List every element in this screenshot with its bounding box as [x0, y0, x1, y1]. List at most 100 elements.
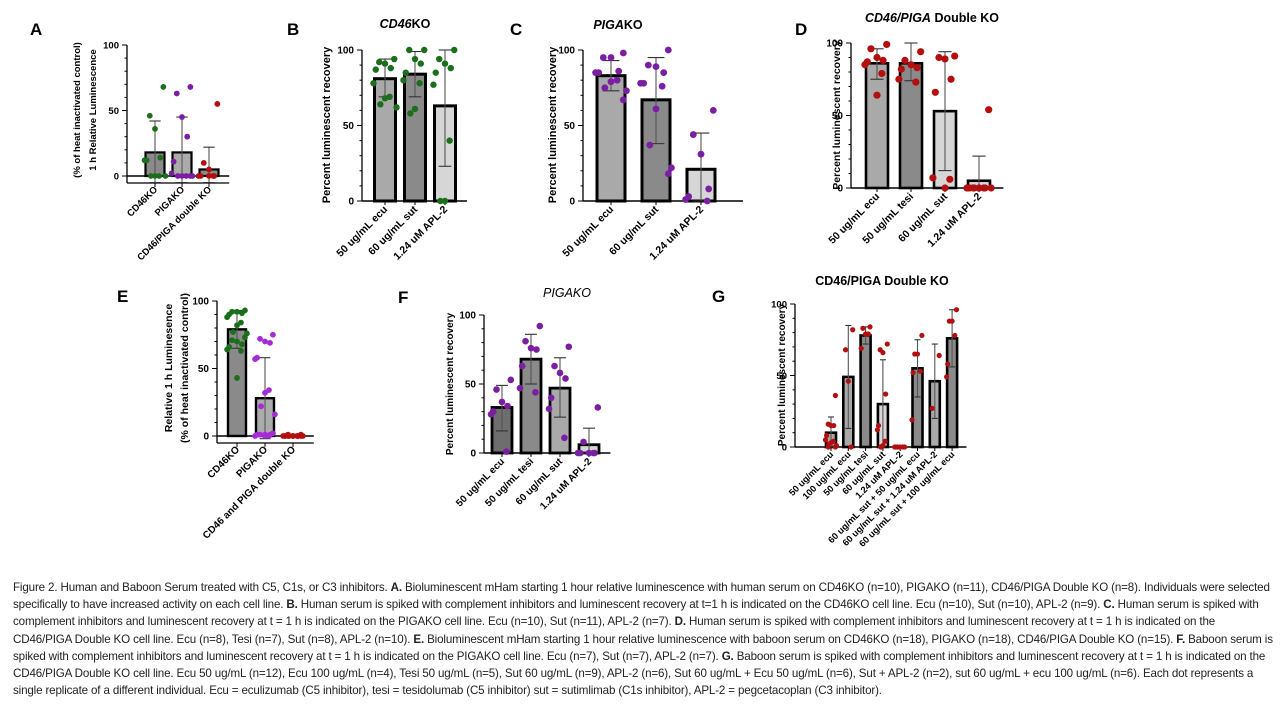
data-point: [947, 75, 955, 83]
data-point: [421, 46, 428, 54]
caption-text-g: Baboon serum is spiked with complement i…: [13, 649, 1266, 698]
data-point: [229, 337, 235, 344]
caption-label-e: E.: [413, 632, 425, 646]
data-point: [206, 166, 212, 173]
data-point: [561, 434, 568, 442]
data-point: [613, 76, 621, 84]
caption-label-c: C.: [1103, 598, 1115, 612]
data-point: [860, 325, 866, 331]
title-gene: CD46: [380, 17, 413, 31]
data-point: [238, 348, 244, 354]
data-point: [522, 337, 529, 345]
data-point: [441, 197, 449, 205]
data-point: [170, 158, 177, 165]
bar: [859, 334, 872, 449]
caption-label-f: F.: [1176, 632, 1186, 646]
caption-label-d: D.: [674, 615, 686, 629]
y-axis-label: (% of heat inactivated control): [179, 293, 191, 443]
data-point: [411, 55, 419, 63]
y-tick-label: 100: [192, 297, 209, 308]
data-point: [565, 343, 573, 351]
data-point: [156, 173, 163, 179]
data-point: [874, 427, 881, 433]
data-point: [234, 308, 240, 315]
data-point: [917, 368, 923, 374]
data-point: [929, 405, 935, 411]
data-point: [623, 87, 630, 95]
data-point: [230, 329, 236, 335]
data-point: [532, 388, 539, 396]
data-point: [929, 174, 937, 182]
data-point: [865, 331, 871, 337]
y-tick-label: 0: [837, 184, 843, 195]
y-axis-label: Percent luminescent recovery: [445, 312, 456, 455]
data-point: [884, 341, 890, 347]
x-tick-label: 1.24 uM APL-2: [391, 204, 450, 263]
y-tick-label: 0: [782, 443, 787, 454]
data-point: [183, 173, 190, 179]
bar-group: CD46 and PIGA double KO: [201, 431, 306, 541]
data-point: [179, 114, 185, 120]
data-point: [252, 433, 258, 439]
caption-lead: Figure 2. Human and Baboon Serum treated…: [13, 581, 391, 594]
data-point: [867, 45, 875, 53]
y-tick-label: 100: [103, 41, 119, 52]
data-point: [417, 60, 424, 67]
data-point: [652, 63, 660, 71]
data-point: [272, 411, 278, 418]
panel-title: PIGAKO: [593, 18, 643, 32]
panel-c: C PIGAKO Percent luminescent recovery 0 50 10…: [510, 18, 743, 263]
data-point: [985, 106, 993, 114]
data-point: [825, 444, 831, 450]
data-point: [848, 444, 854, 450]
data-point: [919, 332, 925, 339]
data-point: [406, 46, 413, 54]
data-point: [619, 96, 627, 104]
data-point: [664, 170, 672, 178]
data-point: [391, 55, 398, 63]
data-point: [377, 101, 384, 108]
data-point: [242, 334, 248, 341]
data-point: [832, 392, 839, 399]
data-point: [210, 173, 217, 179]
caption-text-e: Bioluminescent mHam starting 1 hour rela…: [424, 632, 1177, 646]
data-point: [590, 449, 597, 457]
y-axis-label: (% of heat inactivated control): [72, 42, 83, 178]
panel-title: CD46/PIGA Double KO: [815, 274, 949, 288]
data-point: [376, 58, 383, 66]
y-tick-label: 50: [465, 380, 477, 391]
data-point: [945, 361, 951, 367]
data-point: [607, 54, 615, 61]
data-point: [946, 175, 954, 183]
data-point: [527, 344, 535, 352]
y-tick-label: 0: [348, 197, 354, 208]
data-point: [174, 173, 181, 179]
panel-letter: G: [712, 287, 725, 306]
data-point: [907, 61, 915, 69]
data-point: [551, 362, 558, 370]
data-point: [187, 173, 194, 179]
data-point: [644, 61, 652, 69]
caption-label-g: G.: [721, 649, 734, 663]
data-point: [880, 350, 886, 356]
data-point: [892, 444, 898, 450]
data-point: [257, 335, 263, 342]
data-point: [536, 322, 544, 330]
data-point: [416, 80, 423, 87]
caption-label-a: A.: [390, 581, 402, 594]
data-point: [436, 55, 443, 63]
data-point: [206, 173, 212, 179]
data-point: [845, 378, 851, 384]
data-point: [952, 332, 958, 339]
caption-text-c: Human serum is spiked with complement in…: [13, 598, 1259, 629]
data-point: [381, 95, 389, 102]
panel-e: E Relative 1 h Luminesence (% of heat inac…: [117, 287, 314, 541]
data-point: [556, 369, 564, 377]
data-point: [441, 60, 449, 67]
data-point: [594, 404, 602, 411]
panel-d: D CD46/PIGA Double KO Percent luminescent …: [795, 11, 1004, 250]
panel-letter: E: [117, 287, 128, 306]
data-point: [909, 417, 915, 423]
data-point: [941, 184, 949, 192]
data-point: [668, 164, 675, 172]
